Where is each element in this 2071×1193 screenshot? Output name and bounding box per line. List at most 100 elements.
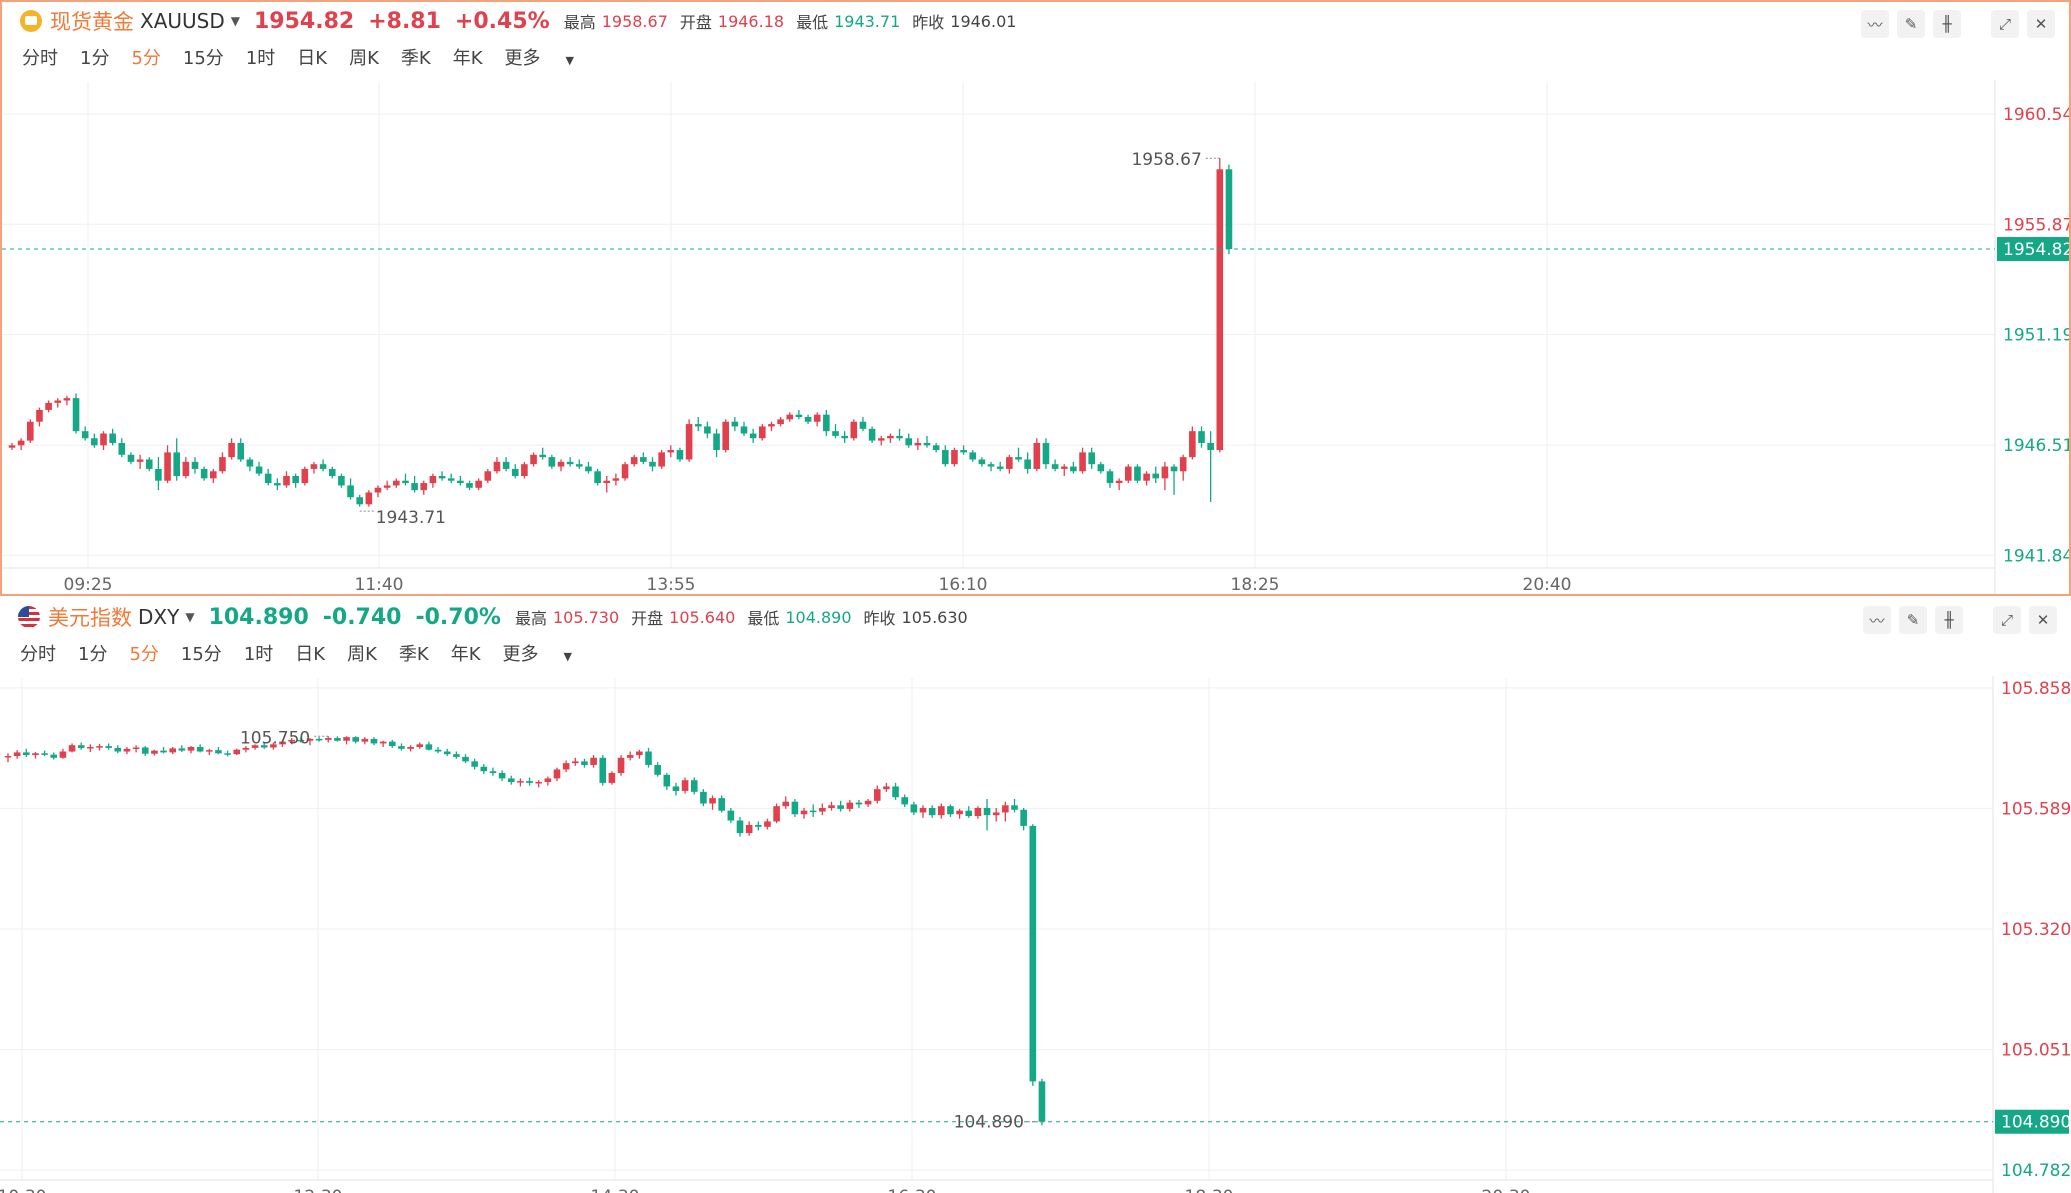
tab-timeframe-day[interactable]: 日K [297, 48, 328, 69]
candle-body [206, 750, 213, 752]
timeframe-bar: 分时 1分 5分 15分 1时 日K 周K 季K 年K 更多 ▼ [20, 640, 616, 666]
y-tick-label: 1946.51 [2003, 436, 2069, 456]
chart-toolbar: 〰 ✎ ╫ ⤢ ✕ [1853, 10, 2055, 38]
tab-timeframe-5m[interactable]: 5分 [131, 48, 161, 69]
y-tick-label: 105.589 [2001, 799, 2071, 819]
x-tick-label: 16:30 [888, 1187, 937, 1193]
candle-body [704, 426, 711, 434]
candle-body [594, 471, 601, 484]
candle-body [416, 744, 424, 748]
tab-timeframe-1h[interactable]: 1时 [245, 48, 276, 69]
candle-body [553, 769, 561, 779]
chart-panel-gold[interactable]: 09:25 11:40 13:55 16:10 18:25 20:40 1960.54 195… [0, 0, 2071, 596]
candle-body [1106, 471, 1114, 484]
symbol-code[interactable]: XAUUSD [140, 9, 225, 33]
draw-icon[interactable]: ✎ [1897, 10, 1925, 38]
symbol-dropdown-caret-icon[interactable]: ▼ [185, 610, 195, 624]
candle-body [443, 751, 451, 755]
tab-timeframe-more[interactable]: 更多 ▼ [503, 640, 594, 666]
candle-body [1079, 452, 1086, 472]
close-icon[interactable]: ✕ [2029, 606, 2057, 634]
low-label: 最低 [747, 609, 780, 628]
symbol-name[interactable]: 美元指数 [48, 606, 132, 630]
candle-body [173, 452, 180, 476]
symbol-dropdown-caret-icon[interactable]: ▼ [230, 14, 240, 28]
tab-timeframe-5m[interactable]: 5分 [129, 644, 159, 665]
candle-body [279, 741, 286, 745]
candle-body [786, 414, 794, 420]
tab-timeframe-year[interactable]: 年K [450, 644, 481, 665]
candle-body [178, 748, 186, 751]
symbol-name[interactable]: 现货黄金 [50, 10, 134, 34]
candle-body [855, 802, 863, 805]
candle-body [700, 791, 707, 804]
candle-body [1088, 452, 1095, 465]
tab-timeframe-week[interactable]: 周K [347, 644, 377, 665]
candle-body [749, 433, 757, 439]
candle-body [59, 751, 67, 758]
candle-body [612, 478, 620, 481]
low-annotation-label: 1943.71 [376, 508, 446, 528]
tab-timeframe-quarter[interactable]: 季K [398, 644, 429, 665]
candle-body [777, 419, 784, 425]
tab-timeframe-1m[interactable]: 1分 [78, 644, 108, 665]
candle-body [438, 475, 446, 479]
candle-body [489, 771, 497, 774]
tab-timeframe-week[interactable]: 周K [349, 48, 379, 69]
candle-body [873, 789, 881, 801]
symbol-code[interactable]: DXY [138, 605, 180, 629]
candle-body [453, 754, 460, 757]
y-tick-label: 1960.54 [2003, 105, 2069, 125]
candle-body [480, 766, 488, 772]
candle-body [965, 810, 973, 817]
x-tick-label: 09:25 [64, 575, 113, 594]
indicator-icon[interactable]: 〰 [1861, 10, 1889, 38]
candlestick-chart-gold[interactable]: 09:25 11:40 13:55 16:10 18:25 20:40 1960.54 195… [2, 2, 2069, 594]
expand-icon[interactable]: ⤢ [1991, 10, 2019, 38]
tab-timeframe-15m[interactable]: 15分 [180, 644, 222, 665]
candle-body [87, 747, 94, 749]
candle-body [804, 417, 812, 422]
candle-body [132, 747, 140, 749]
tab-timeframe-1m[interactable]: 1分 [80, 48, 110, 69]
draw-icon[interactable]: ✎ [1899, 606, 1927, 634]
close-icon[interactable]: ✕ [2027, 10, 2055, 38]
candle-body [722, 421, 729, 451]
candle-body [356, 497, 363, 505]
candle-body [599, 757, 607, 783]
candle-body [974, 807, 982, 817]
candle-body [169, 748, 176, 753]
tab-timeframe-day[interactable]: 日K [295, 644, 326, 665]
expand-icon[interactable]: ⤢ [1993, 606, 2021, 634]
candle-body [1152, 473, 1160, 479]
candle-body [947, 806, 954, 815]
x-tick-label: 18:25 [1231, 575, 1280, 594]
candlestick-chart-dxy[interactable]: 10:30 12:30 14:30 16:30 18:30 20:30 105.858 105… [0, 598, 2071, 1193]
candle-body [105, 746, 112, 748]
tab-timeframe-year[interactable]: 年K [452, 48, 483, 69]
tab-timeframe-line[interactable]: 分时 [20, 644, 56, 665]
tab-timeframe-quarter[interactable]: 季K [400, 48, 431, 69]
last-price-tag-label: 104.890 [2001, 1113, 2071, 1133]
candle-body [393, 480, 400, 486]
price-change-pct: +0.45% [454, 8, 550, 34]
candle-type-icon[interactable]: ╫ [1933, 10, 1961, 38]
candle-body [846, 802, 854, 809]
candle-body [1097, 464, 1105, 472]
candle-body [901, 797, 908, 805]
candle-body [1029, 825, 1037, 1082]
low-value: 104.890 [785, 607, 852, 627]
tab-timeframe-1h[interactable]: 1时 [243, 644, 274, 665]
tab-timeframe-more[interactable]: 更多 ▼ [505, 44, 596, 70]
candle-body [288, 739, 295, 742]
candle-body [676, 450, 684, 460]
candle-body [1225, 169, 1233, 250]
tab-timeframe-15m[interactable]: 15分 [182, 48, 224, 69]
chart-panel-dxy[interactable]: 10:30 12:30 14:30 16:30 18:30 20:30 105.858 105… [0, 598, 2071, 1193]
candle-body [215, 750, 222, 754]
candle-type-icon[interactable]: ╫ [1935, 606, 1963, 634]
low-label: 最低 [796, 13, 829, 32]
candle-body [1216, 169, 1224, 451]
tab-timeframe-line[interactable]: 分时 [22, 48, 58, 69]
indicator-icon[interactable]: 〰 [1863, 606, 1891, 634]
